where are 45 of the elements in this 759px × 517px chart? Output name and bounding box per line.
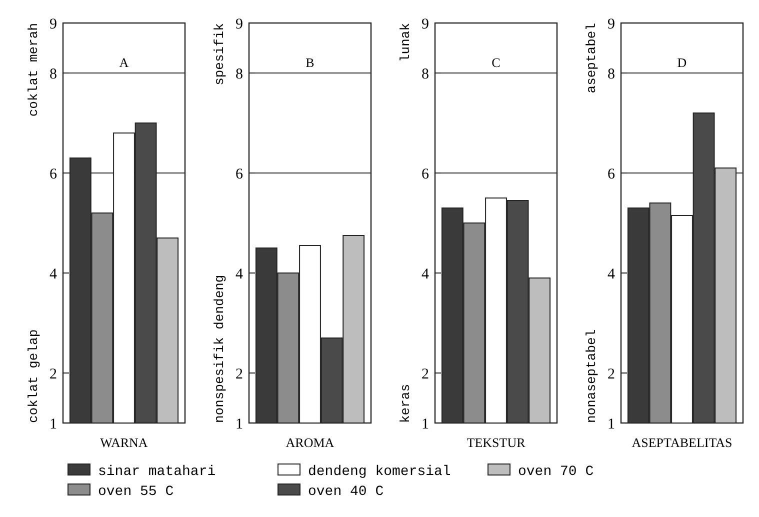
y-tick-label: 4 [236,266,244,282]
annotation: B [306,55,315,70]
text: aseptabel [584,22,599,94]
y-tick-label: 6 [236,166,244,182]
legend-label: oven 55 C [98,484,174,500]
annotation: D [677,55,687,70]
y-tick-label: 4 [422,266,430,282]
text: lunak [398,22,413,62]
legend-label: sinar matahari [98,464,216,480]
x-axis-title: WARNA [100,435,148,450]
y-tick-label: 2 [422,366,429,382]
y-tick-label: 6 [422,166,430,182]
text: coklat merah [26,23,41,117]
x-axis-title: AROMA [286,435,335,450]
y-axis-title: coklat gelap [26,329,41,423]
annotation: A [119,55,130,70]
y-tick-label: 9 [422,16,429,32]
y-tick-label: 6 [50,166,58,182]
y-tick-label: 9 [608,16,615,32]
y-tick-label: 8 [236,66,243,82]
y-tick-label: 8 [608,66,615,82]
annotation: C [492,55,500,70]
text: spesifik [212,22,227,86]
y-tick-label: 2 [50,366,57,382]
y-tick-label: 1 [608,416,615,432]
y-tick-label: 1 [50,416,57,432]
y-tick-label: 1 [422,416,429,432]
y-tick-label: 8 [422,66,429,82]
y-axis-title: keras [398,384,413,423]
y-tick-label: 2 [608,366,615,382]
y-tick-label: 1 [236,416,243,432]
y-tick-label: 9 [50,16,57,32]
y-axis-title: nonaseptabel [584,329,599,423]
legend-label: dendeng komersial [308,464,451,480]
y-tick-label: 4 [50,266,58,282]
y-tick-label: 9 [236,16,243,32]
y-axis-title: nonspesifik dendeng [212,274,227,423]
legend-label: oven 40 C [308,484,384,500]
x-axis-title: TEKSTUR [466,435,526,450]
legend-label: oven 70 C [518,464,594,480]
y-tick-label: 6 [608,166,616,182]
x-axis-title: ASEPTABELITAS [632,435,732,450]
y-tick-label: 4 [608,266,616,282]
y-tick-label: 8 [50,66,57,82]
y-tick-label: 2 [236,366,243,382]
